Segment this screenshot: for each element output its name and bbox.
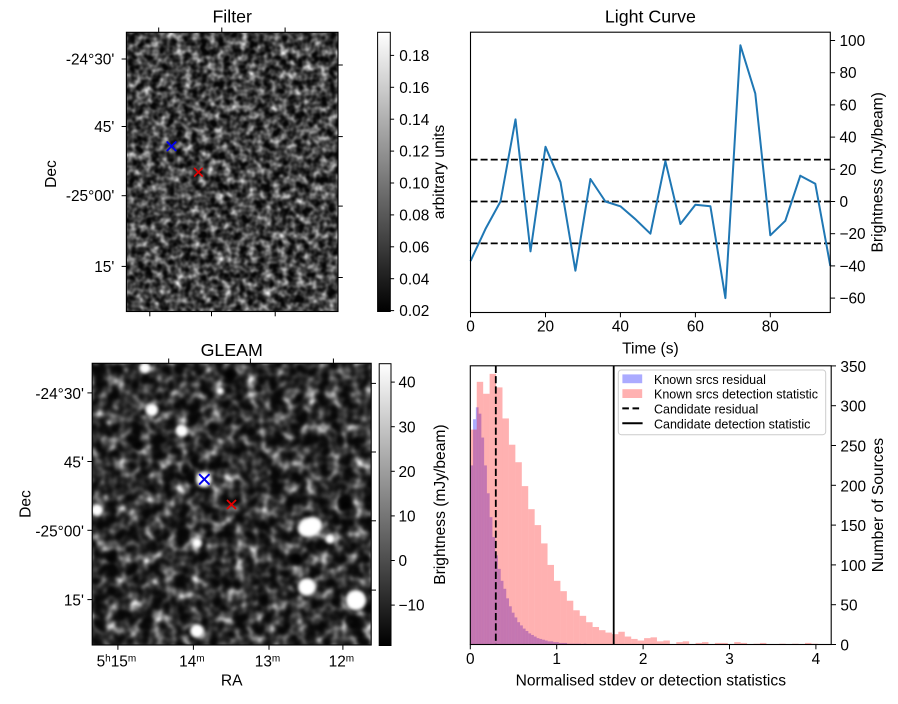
- svg-text:100: 100: [840, 33, 866, 50]
- svg-text:0: 0: [840, 194, 849, 211]
- svg-text:Known srcs detection statistic: Known srcs detection statistic: [654, 388, 818, 402]
- svg-text:−40: −40: [840, 258, 866, 275]
- svg-text:15': 15': [94, 259, 114, 276]
- svg-text:2: 2: [639, 651, 648, 668]
- svg-text:40: 40: [399, 375, 416, 392]
- svg-text:250: 250: [840, 439, 866, 456]
- svg-text:20: 20: [840, 162, 857, 179]
- svg-text:300: 300: [840, 399, 866, 416]
- svg-text:GLEAM: GLEAM: [201, 340, 263, 360]
- svg-text:4: 4: [812, 651, 821, 668]
- svg-text:−60: −60: [840, 291, 866, 308]
- svg-text:0: 0: [399, 553, 408, 570]
- svg-text:0.18: 0.18: [399, 48, 429, 65]
- svg-text:0.14: 0.14: [399, 112, 429, 129]
- svg-text:40: 40: [840, 130, 857, 147]
- svg-text:−10: −10: [399, 598, 425, 615]
- svg-text:-24°30': -24°30': [35, 386, 84, 403]
- svg-text:45': 45': [94, 119, 114, 136]
- svg-text:30: 30: [399, 419, 416, 436]
- svg-text:0: 0: [466, 651, 475, 668]
- svg-text:0.08: 0.08: [399, 208, 429, 225]
- svg-text:60: 60: [840, 97, 857, 114]
- svg-text:Dec: Dec: [43, 160, 60, 188]
- svg-text:50: 50: [840, 598, 857, 615]
- svg-text:Time (s): Time (s): [622, 341, 679, 358]
- svg-text:80: 80: [840, 65, 857, 82]
- svg-text:40: 40: [612, 319, 629, 336]
- svg-text:Filter: Filter: [212, 6, 252, 26]
- svg-text:20: 20: [537, 319, 554, 336]
- svg-text:arbitrary units: arbitrary units: [431, 125, 448, 220]
- svg-text:0.04: 0.04: [399, 271, 429, 288]
- svg-text:Candidate residual: Candidate residual: [654, 403, 758, 417]
- svg-text:Normalised stdev or detection: Normalised stdev or detection statistics: [516, 673, 787, 690]
- svg-text:Dec: Dec: [18, 490, 35, 518]
- svg-text:Brightness (mJy/beam): Brightness (mJy/beam): [870, 92, 887, 252]
- svg-text:0.12: 0.12: [399, 144, 429, 161]
- svg-text:200: 200: [840, 478, 866, 495]
- svg-text:3: 3: [725, 651, 734, 668]
- svg-text:150: 150: [840, 518, 866, 535]
- svg-text:1: 1: [552, 651, 561, 668]
- svg-text:-24°30': -24°30': [66, 52, 115, 69]
- svg-text:350: 350: [840, 359, 866, 376]
- svg-text:0.06: 0.06: [399, 239, 429, 256]
- svg-text:0.16: 0.16: [399, 80, 429, 97]
- svg-text:10: 10: [399, 509, 416, 526]
- svg-text:−20: −20: [840, 226, 866, 243]
- svg-text:Known srcs residual: Known srcs residual: [654, 373, 766, 387]
- svg-text:Light Curve: Light Curve: [605, 6, 696, 26]
- svg-text:RA: RA: [221, 673, 243, 690]
- svg-text:0: 0: [840, 638, 849, 655]
- svg-text:60: 60: [687, 319, 704, 336]
- svg-text:45': 45': [64, 455, 84, 472]
- svg-text:80: 80: [762, 319, 779, 336]
- svg-text:0.10: 0.10: [399, 176, 429, 193]
- svg-text:Number of Sources: Number of Sources: [870, 438, 887, 573]
- svg-text:-25°00': -25°00': [35, 523, 84, 540]
- svg-text:15': 15': [64, 593, 84, 610]
- svg-text:-25°00': -25°00': [66, 188, 115, 205]
- svg-text:20: 20: [399, 464, 416, 481]
- svg-text:100: 100: [840, 558, 866, 575]
- svg-text:Brightness (mJy/beam): Brightness (mJy/beam): [432, 424, 449, 584]
- svg-text:0.02: 0.02: [399, 303, 429, 320]
- svg-text:Candidate detection statistic: Candidate detection statistic: [654, 417, 810, 431]
- svg-text:0: 0: [466, 319, 475, 336]
